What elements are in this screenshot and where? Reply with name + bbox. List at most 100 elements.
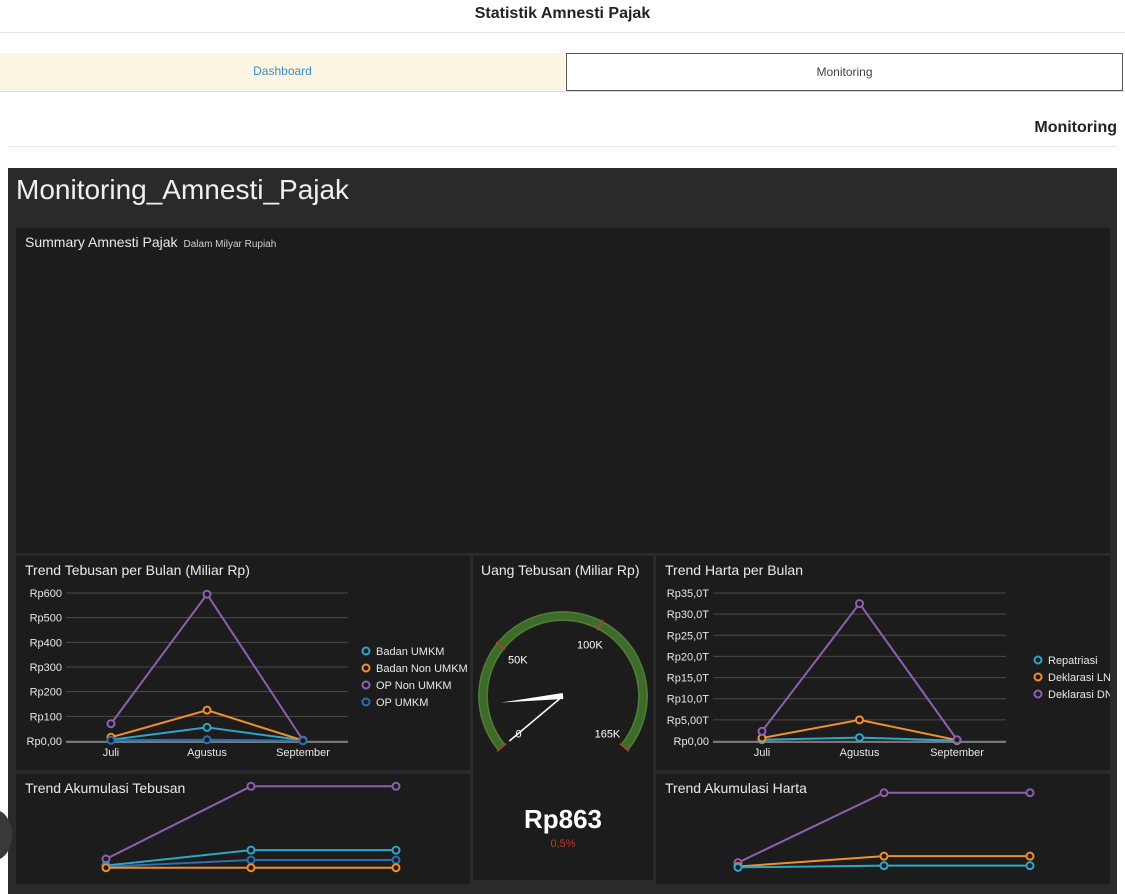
data-point [106,735,116,745]
data-point [952,735,962,745]
data-point [246,863,256,873]
y-tick-label: Rp25,0T [667,630,709,642]
gauge-tick-label: 0 [516,728,522,740]
data-point [1025,851,1035,861]
legend-marker [361,663,371,673]
data-point [391,845,401,855]
x-tick-label: Juli [754,747,771,759]
data-point [391,863,401,873]
gauge-tick [596,619,604,631]
data-point [246,781,256,791]
gauge-tick-label: 165K [595,728,621,740]
legend-marker [1033,689,1043,699]
x-tick-label: Agustus [187,747,227,759]
gauge-inner-rim [486,619,640,746]
legend-label: Deklarasi LN [1048,672,1110,684]
data-point [855,733,864,743]
gauge-outer-rim [478,611,648,751]
summary-panel: Summary Amnesti Pajak Dalam Milyar Rupiah [16,228,1110,553]
tab-monitoring[interactable]: Monitoring [566,53,1123,91]
trend-tebusan-chart: Rp0,00 Rp100 Rp200 Rp300 Rp400 Rp500 Rp600 Juli… [27,588,468,759]
edge-scroll-handle[interactable] [0,810,12,860]
akum-tebusan-panel: Trend Akumulasi Tebusan [16,774,470,884]
y-tick-label: Rp100 [30,711,62,723]
legend-marker [361,680,371,690]
y-tick-label: Rp5,00T [667,715,709,727]
x-tick-label: Juli [103,747,120,759]
summary-subtitle: Dalam Milyar Rupiah [183,239,277,250]
y-tick-label: Rp35,0T [667,588,709,600]
x-tick-label: Agustus [840,747,880,759]
data-point [246,845,256,855]
legend-marker [361,646,371,656]
legend-label: Badan Non UMKM [376,663,468,675]
data-point [1025,861,1035,871]
trend-harta-chart: Rp0,00 Rp5,00T Rp10,0T Rp15,0T Rp20,0T Rp25,0… [667,588,1110,759]
y-tick-label: Rp200 [30,687,62,699]
gauge-needle-tail [508,695,564,742]
x-tick-label: September [930,747,984,759]
akum-tebusan-chart [101,781,401,873]
data-point [855,715,864,725]
y-tick-label: Rp0,00 [27,736,62,748]
gauge-tick [619,742,630,752]
legend-label: Repatriasi [1048,655,1098,667]
data-point [757,726,767,736]
akum-harta-title: Trend Akumulasi Harta [665,780,807,796]
gauge-percent: 0,5% [550,838,576,850]
gauge-tick-label: 50K [508,655,528,667]
data-point [879,788,889,798]
y-tick-label: Rp500 [30,613,62,625]
data-point [855,599,864,609]
legend-label: OP Non UMKM [376,680,452,692]
legend-marker [1033,655,1043,665]
gauge-tick [496,742,507,752]
gauge-tick-label: 100K [577,640,603,652]
data-point [101,863,111,873]
data-point [1025,788,1035,798]
data-point [202,722,212,732]
data-point [391,855,401,865]
dashboard-title: Monitoring_Amnesti_Pajak [16,174,350,205]
section-heading: Monitoring [8,112,1117,147]
gauge-chart: 0 50K 100K 165K [478,611,648,752]
trend-harta-title: Trend Harta per Bulan [665,562,803,578]
y-tick-label: Rp0,00 [674,736,709,748]
summary-title: Summary Amnesti Pajak Dalam Milyar Rupiah [25,234,276,250]
trend-tebusan-panel: Trend Tebusan per Bulan (Miliar Rp) Rp0,… [16,556,470,770]
tab-dashboard[interactable]: Dashboard [0,53,565,90]
legend-label: Badan UMKM [376,646,444,658]
legend-marker [361,697,371,707]
y-tick-label: Rp400 [30,637,62,649]
akum-harta-chart [733,788,1035,872]
gauge-needle [501,693,564,703]
y-tick-label: Rp10,0T [667,694,709,706]
data-point [298,736,308,746]
y-tick-label: Rp20,0T [667,651,709,663]
trend-harta-panel: Trend Harta per Bulan Rp0,00 Rp5,00T Rp10,… [656,556,1110,770]
data-point [733,862,743,872]
legend-label: Deklarasi DN [1048,689,1110,701]
y-tick-label: Rp30,0T [667,609,709,621]
data-point [202,735,212,745]
gauge-value: Rp863 [523,804,603,834]
summary-title-text: Summary Amnesti Pajak [25,234,178,250]
section-title: Monitoring [1034,119,1117,136]
data-point [106,719,116,729]
data-point [246,855,256,865]
akum-harta-panel: Trend Akumulasi Harta [656,774,1110,884]
y-tick-label: Rp600 [30,588,62,600]
data-point [879,861,889,871]
gauge-band [478,611,648,751]
akum-tebusan-title: Trend Akumulasi Tebusan [25,780,186,796]
legend-label: OP UMKM [376,697,428,709]
gauge-tick [495,641,506,651]
gauge-panel: Uang Tebusan (Miliar Rp) 0 50K 100K 165K Rp… [473,556,653,880]
data-point [879,851,889,861]
app-title: Statistik Amnesti Pajak [0,0,1125,33]
legend-marker [1033,672,1043,682]
data-point [202,705,212,715]
gauge-title: Uang Tebusan (Miliar Rp) [481,562,640,578]
y-tick-label: Rp300 [30,662,62,674]
data-point [391,781,401,791]
